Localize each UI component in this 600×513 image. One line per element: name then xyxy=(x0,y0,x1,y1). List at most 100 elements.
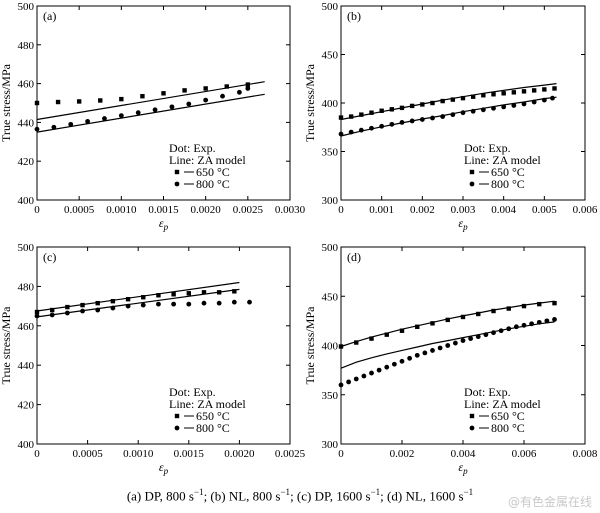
data-point xyxy=(361,373,367,379)
data-point xyxy=(156,301,161,307)
data-point xyxy=(34,309,40,315)
chart-panel-3: 0 0.0005 0.0010 0.0015 0.0020 0.0025 400 420 440… xyxy=(0,242,306,476)
data-point xyxy=(34,100,40,106)
data-point xyxy=(440,114,446,119)
y-tick-label: 450 xyxy=(322,291,339,303)
model-line xyxy=(340,321,555,369)
data-point xyxy=(506,326,512,332)
data-point xyxy=(119,96,124,102)
x-axis-title: εp xyxy=(159,216,169,232)
data-point xyxy=(552,316,557,322)
data-point xyxy=(110,305,116,311)
data-point xyxy=(359,112,364,117)
data-point xyxy=(552,86,557,91)
x-tick-label: 0 xyxy=(338,204,344,216)
x-tick-label: 0.0005 xyxy=(64,204,95,216)
legend-marker xyxy=(174,425,180,431)
data-point xyxy=(511,103,517,108)
x-tick-label: 0.004 xyxy=(451,448,476,460)
data-point xyxy=(542,87,547,92)
y-tick-label: 460 xyxy=(18,79,35,91)
data-point xyxy=(220,93,225,99)
data-point xyxy=(422,350,428,356)
y-tick-label: 500 xyxy=(322,1,339,13)
y-tick-label: 500 xyxy=(18,1,35,13)
x-tick-label: 0 xyxy=(34,448,40,460)
data-point xyxy=(201,300,207,306)
data-point xyxy=(358,127,364,133)
data-point xyxy=(68,121,74,127)
legend-title-dot: Dot: Exp. xyxy=(169,141,216,155)
y-axis-title: True stress/MPa xyxy=(0,63,13,142)
data-point xyxy=(64,310,70,316)
data-point xyxy=(430,100,435,106)
x-axis-title: εp xyxy=(159,460,169,476)
x-axis-title: εp xyxy=(458,216,468,232)
x-tick-label: 0.0015 xyxy=(174,448,205,460)
x-tick-label: 0.0025 xyxy=(233,204,264,216)
data-point xyxy=(407,355,413,361)
panel-label: (a) xyxy=(43,9,56,23)
data-point xyxy=(501,91,506,96)
data-point xyxy=(125,303,131,309)
data-point xyxy=(338,382,344,388)
data-point xyxy=(399,358,405,364)
data-point xyxy=(338,344,344,349)
data-point xyxy=(389,107,395,112)
x-tick-label: 0.001 xyxy=(369,204,394,216)
data-point xyxy=(440,98,445,104)
data-point xyxy=(460,95,466,101)
legend-title-line: Line: ZA model xyxy=(169,397,246,411)
y-tick-label: 300 xyxy=(322,195,339,207)
caption-sup-c: −1 xyxy=(370,487,381,497)
data-point xyxy=(76,99,82,104)
data-point xyxy=(481,93,486,98)
legend-entry: 800 °C xyxy=(491,177,525,191)
figure: 0 0.0005 0.0010 0.0015 0.0020 0.0025 0.0030400… xyxy=(0,1,598,476)
data-point xyxy=(186,101,192,107)
data-point xyxy=(245,86,251,91)
data-point xyxy=(369,370,374,376)
x-axis-title: εp xyxy=(458,460,468,476)
data-point xyxy=(460,110,466,116)
y-tick-label: 460 xyxy=(18,321,35,333)
plot-frame xyxy=(36,5,291,201)
data-point xyxy=(232,289,237,294)
legend-marker xyxy=(469,425,475,431)
data-point xyxy=(452,340,458,346)
y-tick-label: 400 xyxy=(18,195,35,207)
data-point xyxy=(491,330,496,336)
x-axis-subscript: p xyxy=(163,222,169,232)
data-point xyxy=(384,332,389,337)
data-point xyxy=(80,308,85,314)
data-point xyxy=(140,302,146,308)
data-point xyxy=(171,292,176,297)
data-point xyxy=(498,328,504,334)
legend-title-dot: Dot: Exp. xyxy=(464,141,511,155)
data-point xyxy=(34,313,40,319)
data-point xyxy=(376,367,382,373)
data-point xyxy=(544,318,550,324)
data-point xyxy=(536,319,542,325)
data-point xyxy=(369,125,374,131)
data-point xyxy=(369,110,374,115)
data-point xyxy=(379,108,384,113)
x-tick-label: 0.0025 xyxy=(275,448,306,460)
data-point xyxy=(475,334,481,340)
plot-frame xyxy=(340,246,586,445)
caption-part-c: ; (c) DP, 1600 s xyxy=(290,488,371,504)
legend-marker xyxy=(174,169,180,175)
data-point xyxy=(224,84,229,89)
data-point xyxy=(102,116,107,121)
x-axis-symbol: ε xyxy=(458,460,463,474)
data-point xyxy=(186,291,191,296)
x-tick-label: 0.005 xyxy=(532,204,557,216)
plot-frame xyxy=(340,5,586,201)
model-line xyxy=(36,81,265,121)
x-tick-label: 0.0020 xyxy=(224,448,255,460)
data-point xyxy=(65,304,70,310)
data-point xyxy=(156,293,161,298)
data-point xyxy=(531,88,537,93)
data-point xyxy=(338,115,344,120)
data-point xyxy=(346,379,352,385)
